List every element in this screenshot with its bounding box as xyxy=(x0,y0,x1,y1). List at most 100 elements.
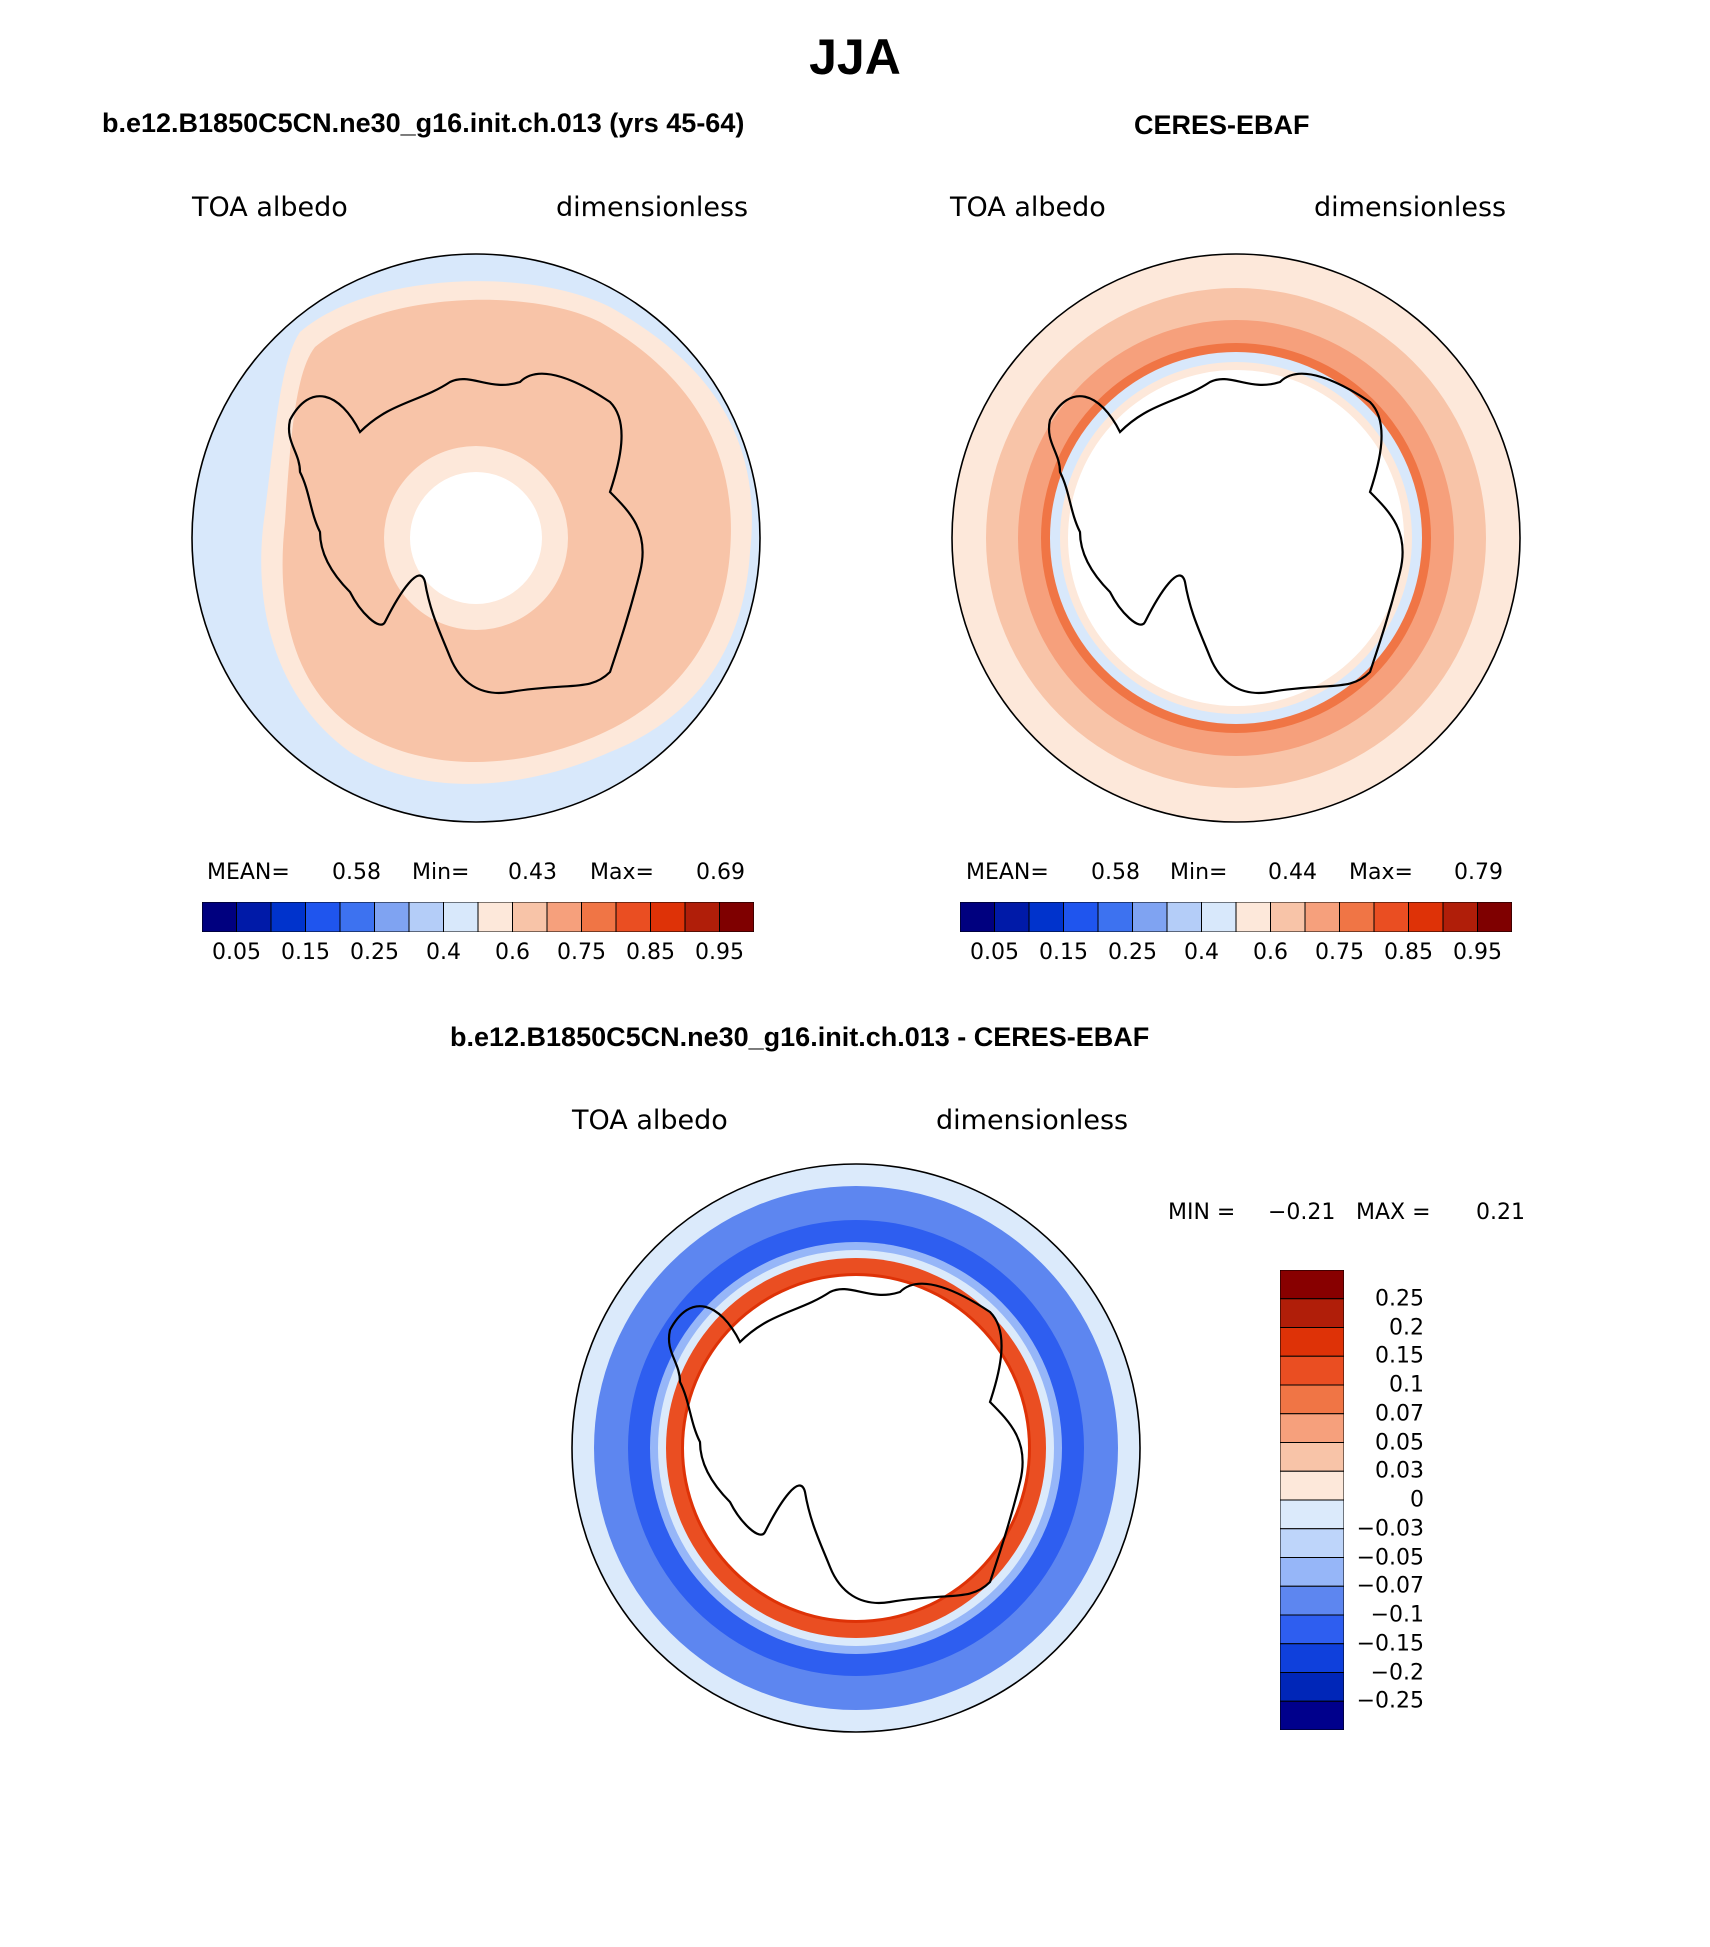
model-colorbar-box xyxy=(339,902,375,932)
obs-colorbar-box xyxy=(1270,902,1306,932)
diff-colorbar-tick-label: 0.1 xyxy=(1389,1372,1424,1398)
diff-colorbar-tick-label: −0.07 xyxy=(1356,1573,1424,1599)
obs-mean-value: 0.58 xyxy=(1091,860,1140,885)
obs-colorbar-box xyxy=(1028,902,1064,932)
diff-colorbar-box xyxy=(1280,1700,1344,1730)
model-colorbar-box xyxy=(270,902,306,932)
obs-colorbar-box xyxy=(1201,902,1237,932)
diff-colorbar-tick-label: −0.05 xyxy=(1356,1545,1424,1570)
obs-colorbar-box xyxy=(1235,902,1271,932)
model-colorbar-box xyxy=(650,902,686,932)
diff-colorbar-box xyxy=(1280,1384,1344,1415)
model-min-label: Min= xyxy=(412,860,470,885)
obs-colorbar-box xyxy=(1166,902,1202,932)
diff-colorbar-tick-label: 0.07 xyxy=(1375,1401,1424,1427)
obs-panel-title: CERES-EBAF xyxy=(1134,110,1310,140)
model-max-label: Max= xyxy=(590,860,654,885)
obs-colorbar-box xyxy=(1442,902,1478,932)
obs-colorbar-box xyxy=(1373,902,1409,932)
figure-title: JJA xyxy=(809,29,901,85)
diff-units-label: dimensionless xyxy=(936,1105,1129,1136)
model-colorbar xyxy=(202,902,754,932)
diff-colorbar-tick-label: 0.25 xyxy=(1375,1286,1424,1312)
obs-variable-label: TOA albedo xyxy=(950,192,1106,223)
model-colorbar-box xyxy=(408,902,444,932)
model-colorbar-box xyxy=(581,902,617,932)
obs-colorbar xyxy=(960,902,1512,932)
model-panel-title: b.e12.B1850C5CN.ne30_g16.init.ch.013 (yr… xyxy=(102,108,745,138)
diff-colorbar-box xyxy=(1280,1413,1344,1443)
model-colorbar-box xyxy=(236,902,272,932)
obs-max-value: 0.79 xyxy=(1454,860,1503,885)
model-units-label: dimensionless xyxy=(556,192,749,223)
diff-colorbar-box xyxy=(1280,1614,1344,1645)
obs-units-label: dimensionless xyxy=(1314,192,1507,223)
model-colorbar-box xyxy=(615,902,651,932)
obs-colorbar-box xyxy=(1097,902,1133,932)
model-colorbar-box xyxy=(305,902,341,932)
obs-colorbar-tick-label: 0.75 xyxy=(1315,940,1364,965)
diff-min-value: −0.21 xyxy=(1268,1200,1336,1225)
model-colorbar-box xyxy=(477,902,513,932)
model-colorbar-tick-label: 0.4 xyxy=(426,940,461,965)
model-colorbar-ticks: 0.05 0.15 0.25 0.4 0.6 0.75 0.85 0.95 xyxy=(202,940,754,970)
diff-colorbar-box xyxy=(1280,1528,1344,1558)
diff-colorbar-box xyxy=(1280,1557,1344,1587)
diff-colorbar-box xyxy=(1280,1442,1344,1472)
diff-map xyxy=(571,1163,1141,1733)
diff-colorbar-box xyxy=(1280,1643,1344,1673)
diff-colorbar-tick-label: −0.2 xyxy=(1370,1660,1424,1685)
obs-colorbar-box xyxy=(1339,902,1375,932)
obs-colorbar-tick-label: 0.6 xyxy=(1253,940,1288,965)
diff-panel-title: b.e12.B1850C5CN.ne30_g16.init.ch.013 - C… xyxy=(450,1022,1150,1052)
diff-colorbar-tick-label: 0 xyxy=(1410,1487,1424,1513)
model-colorbar-tick-label: 0.75 xyxy=(557,940,606,965)
model-colorbar-tick-label: 0.85 xyxy=(626,940,675,965)
model-colorbar-box xyxy=(374,902,410,932)
diff-variable-label: TOA albedo xyxy=(572,1105,728,1136)
diff-colorbar xyxy=(1280,1270,1344,1730)
diff-colorbar-box xyxy=(1280,1672,1344,1702)
model-variable-label: TOA albedo xyxy=(192,192,348,223)
model-mean-label: MEAN= xyxy=(207,860,290,885)
obs-colorbar-box xyxy=(1132,902,1168,932)
obs-colorbar-box xyxy=(994,902,1030,932)
obs-colorbar-tick-label: 0.95 xyxy=(1453,940,1502,965)
obs-colorbar-box xyxy=(1063,902,1099,932)
diff-colorbar-ticks: 0.25 0.2 0.15 0.1 0.07 0.05 0.03 0 −0.03 −0.05 −0.… xyxy=(1346,1270,1466,1730)
model-max-value: 0.69 xyxy=(696,860,745,885)
model-mean-value: 0.58 xyxy=(332,860,381,885)
obs-colorbar-box xyxy=(1408,902,1444,932)
obs-max-label: Max= xyxy=(1349,860,1413,885)
obs-colorbar-box xyxy=(1477,902,1512,932)
diff-colorbar-tick-label: −0.1 xyxy=(1370,1602,1424,1628)
model-min-value: 0.43 xyxy=(508,860,557,885)
diff-colorbar-tick-label: 0.2 xyxy=(1389,1315,1424,1340)
obs-colorbar-box xyxy=(1304,902,1340,932)
diff-colorbar-box xyxy=(1280,1298,1344,1328)
model-colorbar-box xyxy=(684,902,720,932)
obs-colorbar-ticks: 0.05 0.15 0.25 0.4 0.6 0.75 0.85 0.95 xyxy=(960,940,1512,970)
diff-colorbar-box xyxy=(1280,1470,1344,1501)
obs-min-value: 0.44 xyxy=(1268,860,1317,885)
obs-colorbar-tick-label: 0.25 xyxy=(1108,940,1157,965)
obs-colorbar-tick-label: 0.85 xyxy=(1384,940,1433,965)
model-colorbar-box xyxy=(546,902,582,932)
model-colorbar-box xyxy=(443,902,479,932)
model-colorbar-box xyxy=(202,902,237,932)
model-map xyxy=(191,253,761,823)
obs-colorbar-tick-label: 0.05 xyxy=(970,940,1019,965)
diff-colorbar-tick-label: 0.03 xyxy=(1375,1458,1424,1484)
diff-min-label: MIN = xyxy=(1168,1200,1236,1225)
diff-colorbar-tick-label: −0.25 xyxy=(1356,1688,1424,1714)
obs-min-label: Min= xyxy=(1170,860,1228,885)
obs-colorbar-tick-label: 0.15 xyxy=(1039,940,1088,965)
diff-colorbar-tick-label: −0.15 xyxy=(1356,1631,1424,1657)
diff-colorbar-tick-label: 0.05 xyxy=(1375,1430,1424,1455)
diff-colorbar-tick-label: −0.03 xyxy=(1356,1516,1424,1542)
model-colorbar-tick-label: 0.6 xyxy=(495,940,530,965)
diff-colorbar-tick-label: 0.15 xyxy=(1375,1343,1424,1369)
obs-colorbar-tick-label: 0.4 xyxy=(1184,940,1219,965)
diff-colorbar-box xyxy=(1280,1585,1344,1616)
model-colorbar-tick-label: 0.05 xyxy=(212,940,261,965)
